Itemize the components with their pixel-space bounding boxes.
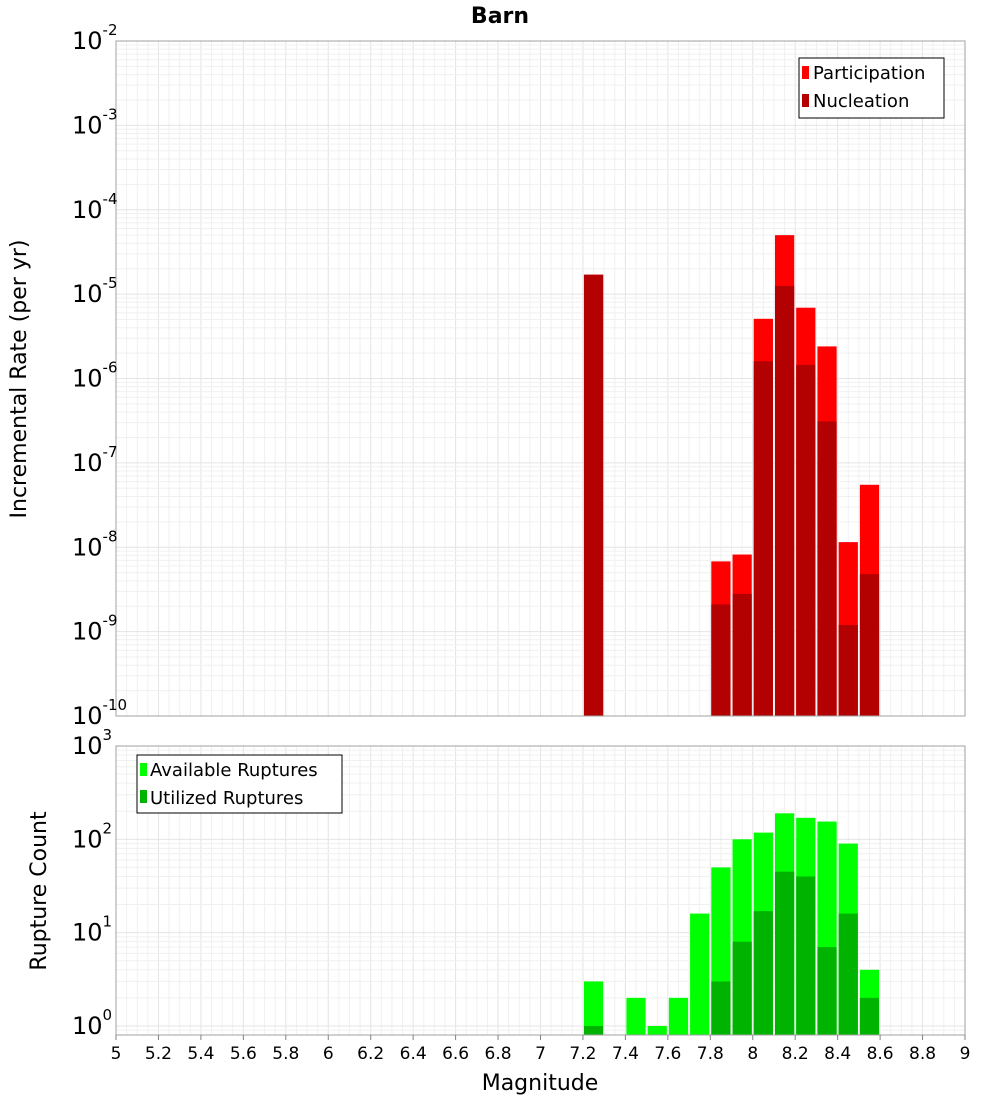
x-tick-label: 6.4: [400, 1044, 427, 1064]
rate-bar-s2: [753, 361, 773, 716]
nucleation-legend-label: Nucleation: [813, 91, 909, 112]
x-tick-label: 5.8: [272, 1044, 299, 1064]
rate-legend-box: [798, 57, 945, 119]
rate-y-tick-label: 10-2: [72, 21, 118, 55]
count-y-axis-label: Rupture Count: [27, 811, 52, 971]
count-y-tick-label: 103: [72, 726, 112, 760]
count-bar-s2: [838, 913, 858, 1035]
participation-legend-swatch: [802, 66, 809, 79]
count-bar-s1: [626, 997, 646, 1035]
x-tick-label: 7.8: [697, 1044, 724, 1064]
x-tick-label: 7.2: [569, 1044, 596, 1064]
count-bar-s2: [774, 871, 795, 1035]
x-axis-label: Magnitude: [482, 1071, 599, 1096]
count-y-ticks: 100 101 102 103: [72, 726, 112, 1040]
count-bar-s1: [668, 997, 689, 1035]
nucleation-legend-swatch: [802, 94, 809, 107]
x-tick-label: 6: [323, 1044, 334, 1064]
x-tick-label: 6.8: [485, 1044, 512, 1064]
count-bar-s1: [583, 981, 604, 1035]
utilized-legend-label: Utilized Ruptures: [150, 788, 303, 809]
rate-bar-s2: [796, 364, 816, 716]
x-tick-label: 7.6: [654, 1044, 681, 1064]
x-tick-label: 8.6: [867, 1044, 894, 1064]
rate-plot-border: [115, 40, 966, 717]
x-tick-label: 8.2: [782, 1044, 809, 1064]
rate-y-tick-label: 10-4: [72, 190, 118, 224]
rate-y-tick-label: 10-7: [72, 443, 118, 477]
count-bar-s2: [796, 876, 816, 1035]
rate-bars: [583, 235, 880, 716]
count-bar-s2: [753, 911, 773, 1035]
rate-y-tick-label: 10-6: [72, 359, 118, 393]
x-tick-label: 6.2: [357, 1044, 384, 1064]
x-tick-label: 5.4: [187, 1044, 214, 1064]
available-legend-label: Available Ruptures: [150, 760, 318, 781]
x-tick-label: 7.4: [612, 1044, 639, 1064]
x-tick-label: 6.6: [442, 1044, 469, 1064]
x-tick-label: 9: [960, 1044, 971, 1064]
count-y-tick-label: 100: [72, 1006, 112, 1040]
count-legend-box: [136, 754, 343, 814]
count-bar-s2: [711, 981, 731, 1035]
count-bar-s2: [583, 1025, 604, 1035]
x-tick-label: 8: [747, 1044, 758, 1064]
x-tick-label: 8.4: [824, 1044, 851, 1064]
count-bars: [583, 813, 880, 1035]
chart-title: Barn: [471, 4, 529, 29]
rate-bar-s2: [732, 593, 752, 716]
utilized-legend-swatch: [140, 790, 147, 803]
x-tick-label: 5.2: [145, 1044, 172, 1064]
rate-y-ticks: 10-10 10-9 10-8 10-7 10-6 10-5 10-4 10-3 10-2: [72, 21, 127, 730]
x-tick-label: 8.8: [909, 1044, 936, 1064]
rate-y-axis-label: Incremental Rate (per yr): [7, 240, 32, 519]
count-bar-s2: [732, 941, 752, 1035]
rate-bar-s2: [711, 604, 731, 716]
count-legend: Available Ruptures Utilized Ruptures: [136, 754, 343, 814]
available-legend-swatch: [140, 763, 147, 776]
x-tick-label: 5: [111, 1044, 122, 1064]
count-x-ticks: 5 5.2 5.4 5.6 5.8 6 6.2 6.4 6.6 6.8 7 7.2 7.4 7.6 7.8 8…: [111, 1035, 971, 1064]
rate-panel: 10-10 10-9 10-8 10-7 10-6 10-5 10-4 10-3 10-2 In…: [7, 21, 966, 730]
x-tick-label: 7: [535, 1044, 546, 1064]
rate-bar-s2: [774, 285, 795, 716]
rate-grid: [116, 41, 965, 716]
count-y-tick-label: 101: [72, 913, 112, 947]
count-bar-s1: [690, 913, 710, 1035]
count-bar-s2: [859, 997, 880, 1035]
rate-y-tick-label: 10-9: [72, 612, 118, 646]
count-y-tick-label: 102: [72, 819, 112, 853]
count-bar-s1: [647, 1025, 667, 1035]
count-bar-s2: [817, 947, 837, 1035]
rate-y-tick-label: 10-8: [72, 527, 118, 561]
rate-legend: Participation Nucleation: [798, 57, 945, 119]
rate-bar-s2: [859, 574, 880, 716]
rate-bar-s2: [838, 624, 858, 716]
participation-legend-label: Participation: [813, 63, 925, 84]
x-tick-label: 5.6: [230, 1044, 257, 1064]
count-panel: 100 101 102 103 5 5.2 5.4 5.6 5.8 6 6.2 6.4 6.6 6.8 7…: [27, 726, 970, 1096]
rate-y-tick-label: 10-3: [72, 105, 118, 139]
rate-bar-s2: [583, 274, 604, 716]
rate-y-tick-label: 10-5: [72, 274, 118, 308]
rate-bar-s2: [817, 421, 837, 716]
rate-y-tick-label: 10-10: [72, 696, 127, 730]
